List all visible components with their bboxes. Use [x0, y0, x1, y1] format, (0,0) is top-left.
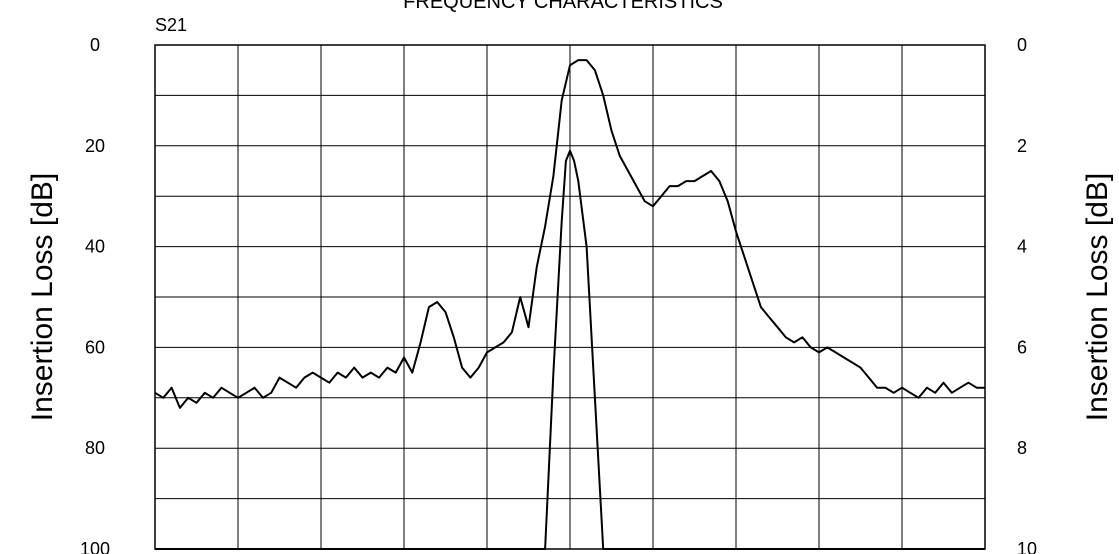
left-axis-label: Insertion Loss [dB]	[26, 173, 59, 421]
right-tick-label: 0	[1017, 35, 1027, 55]
left-tick-label: 40	[85, 237, 105, 257]
right-tick-label: 10	[1017, 539, 1037, 554]
left-tick-label: 80	[85, 438, 105, 458]
left-tick-label: 20	[85, 136, 105, 156]
plot-frame	[154, 44, 986, 550]
right-tick-label: 2	[1017, 136, 1027, 156]
chart-subtitle: S21	[155, 15, 187, 35]
left-tick-label: 0	[90, 35, 100, 55]
left-axis-ticks: 0 20 40 60 80 100	[80, 35, 110, 554]
series-layer	[154, 59, 985, 550]
plot-grid	[155, 45, 985, 549]
right-tick-label: 6	[1017, 337, 1027, 357]
chart-title: FREQUENCY CHARACTERISTICS	[403, 0, 723, 13]
left-tick-label: 60	[85, 337, 105, 357]
right-axis-label: Insertion Loss [dB]	[1081, 173, 1114, 421]
right-tick-label: 8	[1017, 438, 1027, 458]
series-line-left-axis	[154, 59, 985, 409]
right-axis-ticks: 0 2 4 6 8 10	[1017, 35, 1037, 554]
series-line-right-axis	[155, 149, 985, 550]
left-tick-label: 100	[80, 539, 110, 554]
right-tick-label: 4	[1017, 237, 1027, 257]
